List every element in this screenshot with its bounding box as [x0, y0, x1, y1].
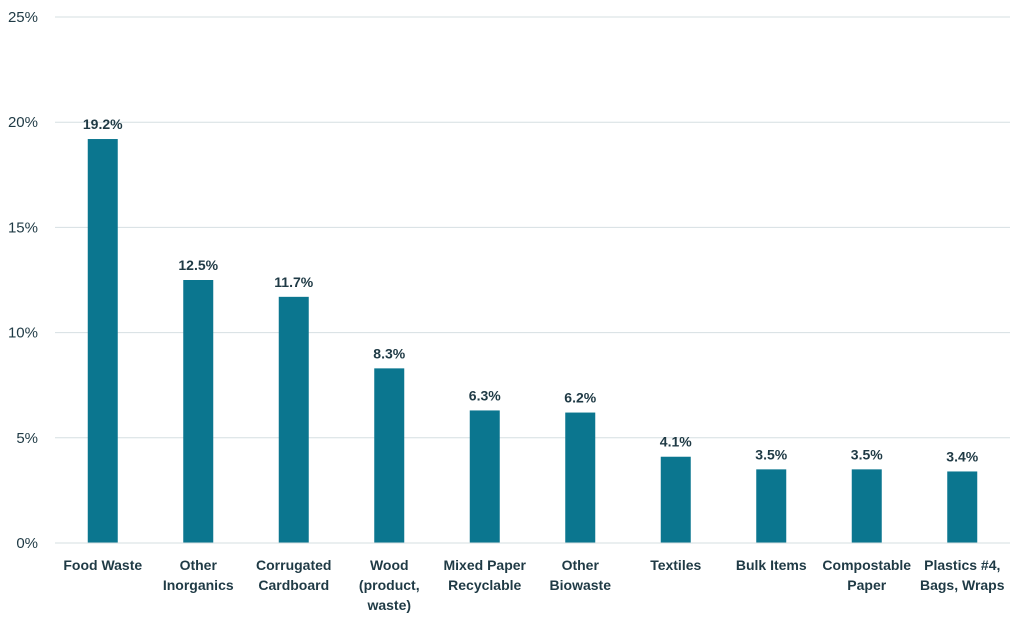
bar — [660, 456, 691, 543]
data-label: 3.5% — [755, 446, 787, 462]
x-category-label: Food Waste — [63, 557, 142, 573]
y-tick-label: 5% — [16, 430, 38, 447]
data-label: 4.1% — [660, 434, 692, 450]
y-tick-label: 25% — [8, 9, 38, 26]
data-label: 12.5% — [178, 257, 218, 273]
x-category-label: Inorganics — [163, 577, 234, 593]
bar — [374, 368, 405, 543]
data-label: 6.2% — [564, 390, 596, 406]
data-label: 6.3% — [469, 387, 501, 403]
bar — [469, 410, 500, 543]
x-category-label: Paper — [847, 577, 886, 593]
x-category-label: Recyclable — [448, 577, 521, 593]
bar — [278, 296, 309, 543]
bar — [756, 469, 787, 543]
x-category-label: Corrugated — [256, 557, 331, 573]
bar — [947, 471, 978, 543]
bar — [565, 412, 596, 543]
data-label: 8.3% — [373, 345, 405, 361]
x-category-label: Other — [180, 557, 218, 573]
data-label: 19.2% — [83, 116, 123, 132]
x-category-label: (product, — [359, 577, 420, 593]
bar — [851, 469, 882, 543]
x-category-label: Textiles — [650, 557, 701, 573]
x-category-label: Other — [562, 557, 600, 573]
x-category-label: Compostable — [822, 557, 911, 573]
y-tick-label: 0% — [16, 535, 38, 552]
x-category-label: Bulk Items — [736, 557, 807, 573]
x-category-label: Mixed Paper — [444, 557, 527, 573]
x-category-label: Biowaste — [550, 577, 612, 593]
x-category-label: Wood — [370, 557, 409, 573]
x-category-label: Plastics #4, — [924, 557, 1000, 573]
data-label: 3.4% — [946, 448, 978, 464]
y-tick-label: 20% — [8, 114, 38, 131]
x-category-label: Cardboard — [258, 577, 329, 593]
bar — [183, 280, 214, 543]
y-tick-label: 15% — [8, 219, 38, 236]
y-tick-label: 10% — [8, 325, 38, 342]
data-label: 11.7% — [274, 274, 313, 290]
data-label: 3.5% — [851, 446, 883, 462]
x-category-label: Bags, Wraps — [920, 577, 1005, 593]
bar — [87, 139, 118, 544]
x-category-label: waste) — [366, 597, 411, 613]
